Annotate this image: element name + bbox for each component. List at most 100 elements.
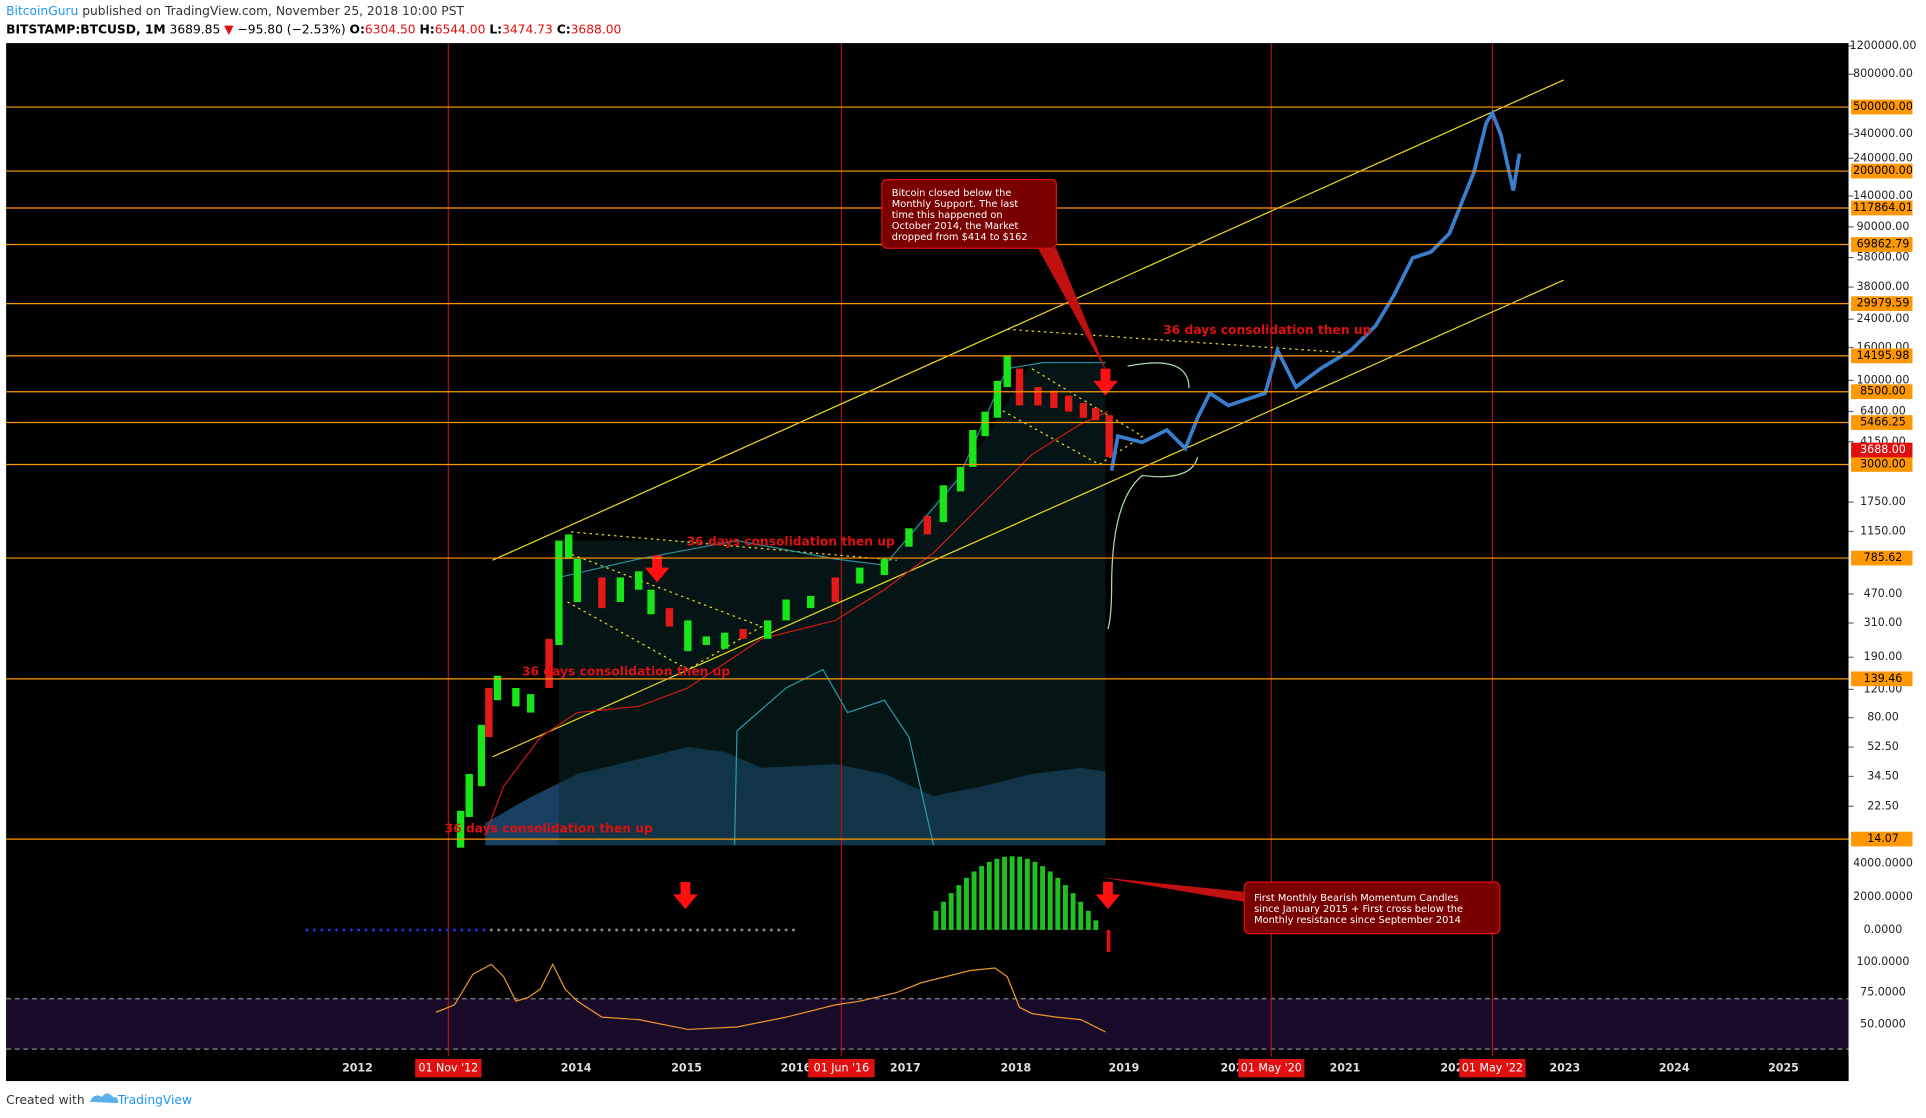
candle <box>939 485 948 523</box>
momentum-dot <box>408 928 412 932</box>
time-tick-label: 2024 <box>1659 1062 1690 1075</box>
momentum-dot <box>792 928 795 932</box>
symbol: BITSTAMP:BTCUSD, 1M <box>6 22 165 36</box>
momentum-bar <box>933 910 939 930</box>
price-tick-label: 58000.00 <box>1857 251 1910 264</box>
candle <box>526 694 535 713</box>
time-marker-box <box>1459 1058 1526 1078</box>
momentum-dot <box>430 928 434 932</box>
symbol-line: BITSTAMP:BTCUSD, 1M 3689.85 ▼ −95.80 (−2… <box>6 22 621 36</box>
time-marker-label: 01 Jun '16 <box>814 1062 869 1075</box>
candle <box>493 675 502 701</box>
arc <box>1107 456 1199 630</box>
price-tick-label: 340000.00 <box>1853 127 1913 140</box>
note-line: dropped from $414 to $162 <box>892 232 1028 243</box>
momentum-bar <box>1055 877 1061 930</box>
level-box <box>1851 831 1913 847</box>
level-label: 14195.98 <box>1857 349 1910 362</box>
oscillator-tick-label: 4000.0000 <box>1853 857 1913 870</box>
candle <box>512 687 520 707</box>
level-label: 117864.01 <box>1853 201 1913 214</box>
momentum-dot <box>379 928 383 932</box>
momentum-dot <box>519 928 523 932</box>
momentum-dot <box>482 928 486 932</box>
consolidation-top <box>571 531 897 561</box>
momentum-dot <box>445 928 449 932</box>
high-label: H: <box>420 22 435 36</box>
price-tick-label: 1150.00 <box>1860 524 1906 537</box>
time-marker-label: 01 May '22 <box>1462 1062 1523 1075</box>
level-label: 3000.00 <box>1860 457 1906 470</box>
candle <box>831 577 839 602</box>
momentum-dot <box>342 928 346 932</box>
header-line: BitcoinGuru published on TradingView.com… <box>6 4 464 18</box>
candle <box>485 687 493 738</box>
candle <box>969 430 977 467</box>
momentum-dot <box>710 928 714 932</box>
price-tick-label: 310.00 <box>1864 616 1903 629</box>
level-label: 5466.25 <box>1860 416 1906 429</box>
level-box <box>1851 348 1913 364</box>
brand-logo <box>89 1093 119 1104</box>
momentum-dot <box>570 928 574 932</box>
momentum-dot <box>762 928 766 932</box>
time-tick-label: 2015 <box>671 1062 702 1075</box>
momentum-dot <box>305 928 309 932</box>
momentum-dot <box>548 928 552 932</box>
ma-red <box>484 411 1109 836</box>
consolidation-top <box>1007 328 1346 354</box>
consolidation-label: 36 days consolidation then up <box>687 534 895 548</box>
momentum-dot <box>563 928 567 932</box>
momentum-bar <box>979 866 985 930</box>
momentum-dot <box>585 928 589 932</box>
momentum-dot <box>651 928 655 932</box>
momentum-bar <box>971 871 977 930</box>
momentum-bar <box>1024 858 1030 930</box>
oscillator-tick-label: 0.0000 <box>1864 923 1903 936</box>
note-line: time this happened on <box>892 210 1003 221</box>
candle <box>905 528 913 547</box>
open: 6304.50 <box>365 22 416 36</box>
time-marker-label: 01 May '20 <box>1241 1062 1302 1075</box>
candle <box>1034 387 1042 406</box>
momentum-dot <box>688 928 692 932</box>
consolidation-label: 36 days consolidation then up <box>445 822 653 836</box>
candle <box>684 620 692 652</box>
candle <box>598 577 606 609</box>
momentum-dot <box>615 928 619 932</box>
momentum-dot <box>629 928 633 932</box>
oscillator-tick-label: 75.0000 <box>1860 986 1906 999</box>
rsi-band <box>6 998 1849 1050</box>
adx-teal <box>733 668 935 846</box>
oscillator-tick-label: 50.0000 <box>1860 1018 1906 1031</box>
level-label: 14.07 <box>1867 832 1899 845</box>
momentum-bar <box>1062 885 1068 930</box>
oscillator-tick-label: 100.0000 <box>1857 955 1910 968</box>
momentum-dot <box>681 928 685 932</box>
change: −95.80 (−2.53%) <box>238 22 346 36</box>
time-tick-label: 2016 <box>781 1062 812 1075</box>
projection <box>1109 109 1522 471</box>
price-tick-label: 190.00 <box>1864 650 1903 663</box>
momentum-dot <box>423 928 427 932</box>
momentum-bar <box>1040 866 1046 930</box>
candle <box>1015 368 1024 406</box>
footer-brand[interactable]: TradingView <box>117 1093 192 1107</box>
note-line: October 2014, the Market <box>892 221 1019 232</box>
candle <box>956 466 965 492</box>
oscillator-tick-label: 2000.0000 <box>1853 890 1913 903</box>
momentum-bar <box>963 877 969 930</box>
last-price-label: 3688.00 <box>1860 443 1906 456</box>
momentum-dot <box>357 928 361 932</box>
momentum-dot <box>511 928 515 932</box>
momentum-dot <box>622 928 626 932</box>
candle <box>993 380 1002 418</box>
footer-created: Created with <box>6 1093 84 1107</box>
author[interactable]: BitcoinGuru <box>6 4 78 18</box>
price-tick-label: 80.00 <box>1867 711 1899 724</box>
low: 3474.73 <box>502 22 553 36</box>
close-label: C: <box>557 22 571 36</box>
momentum-dot <box>556 928 560 932</box>
